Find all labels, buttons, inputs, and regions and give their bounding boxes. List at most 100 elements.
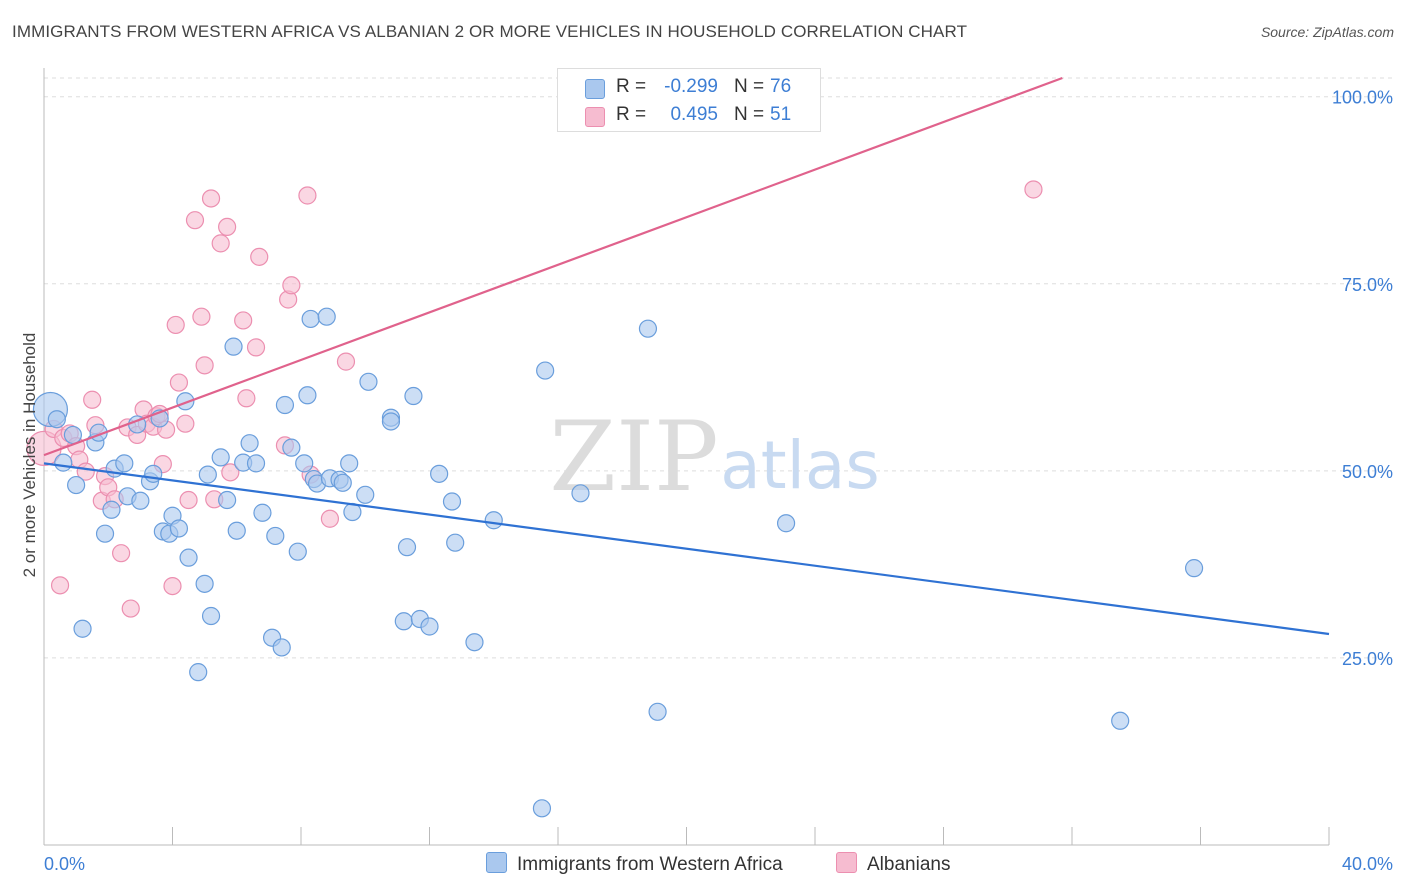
western-africa-point: [198, 465, 217, 484]
western-africa-point: [144, 464, 163, 483]
western-africa-point: [571, 484, 590, 503]
legend-swatch-pink: [585, 107, 605, 127]
legend-swatch-blue: [585, 79, 605, 99]
albanians-point: [336, 352, 356, 371]
western-africa-point: [253, 503, 272, 522]
y-axis-label: 2 or more Vehicles in Household: [20, 332, 39, 578]
albanians-point: [221, 463, 240, 482]
western-africa-point: [776, 514, 796, 533]
western-africa-point: [356, 485, 375, 504]
albanians-point: [50, 576, 70, 595]
western-africa-point: [298, 386, 317, 405]
legend-r-value: -0.299: [664, 76, 718, 97]
albanians-trend-line: [43, 76, 1063, 457]
albanians-point: [192, 307, 211, 326]
western-africa-point: [1111, 711, 1130, 730]
legend-label: Albanians: [867, 854, 951, 875]
western-africa-point: [227, 521, 246, 540]
albanians-point: [185, 211, 205, 230]
albanians-point: [211, 234, 230, 253]
western-africa-point: [131, 491, 150, 510]
legend-item-albanians[interactable]: Albanians: [836, 852, 950, 876]
western-africa-point: [218, 490, 237, 510]
legend-r-label: R =: [616, 76, 647, 97]
albanians-point: [1024, 180, 1043, 199]
western-africa-point: [446, 533, 465, 552]
western-africa-point: [63, 425, 83, 445]
y-tick-label: 100.0%: [1332, 88, 1393, 108]
legend-row-western-africa: R = -0.299 N = 76: [558, 73, 818, 101]
western-africa-point: [169, 519, 189, 538]
western-africa-point: [404, 386, 423, 406]
western-africa-point: [224, 337, 243, 356]
western-africa-point: [272, 638, 291, 657]
source-label: Source: ZipAtlas.com: [1260, 24, 1394, 40]
legend-n-label: N =: [734, 76, 765, 97]
albanians-point: [169, 373, 189, 392]
western-africa-point: [95, 524, 115, 543]
x-tick-label: 40.0%: [1342, 854, 1393, 874]
legend-n-label: N =: [734, 104, 765, 125]
western-africa-point: [484, 511, 503, 530]
western-africa-point: [201, 606, 221, 626]
y-tick-label: 25.0%: [1342, 649, 1393, 669]
albanians-point: [246, 338, 266, 357]
western-africa-point: [295, 454, 314, 473]
western-africa-point: [189, 663, 208, 682]
western-africa-point: [430, 464, 449, 483]
western-africa-point: [282, 438, 301, 457]
y-tick-label: 50.0%: [1342, 462, 1393, 482]
western-africa-point: [381, 412, 401, 431]
legend-n-value: 76: [770, 76, 792, 97]
legend-swatch-pink: [836, 852, 857, 873]
chart-title: IMMIGRANTS FROM WESTERN AFRICA VS ALBANI…: [12, 22, 968, 41]
x-tick-labels: 0.0% 40.0%: [44, 854, 1393, 874]
legend-r-label: R =: [616, 104, 647, 125]
data-points: [26, 180, 1204, 818]
western-africa-point: [317, 307, 336, 326]
legend-row-albanians: R = 0.495 N = 51: [558, 101, 818, 129]
western-africa-point: [442, 492, 462, 511]
western-africa-point: [420, 617, 439, 636]
albanians-point: [121, 599, 140, 618]
western-africa-point: [1184, 559, 1204, 578]
western-africa-trend-line: [43, 462, 1330, 636]
albanians-point: [176, 414, 195, 433]
albanians-point: [163, 576, 182, 596]
albanians-point: [250, 247, 269, 266]
legend-label: Immigrants from Western Africa: [517, 854, 783, 875]
watermark-atlas: atlas: [720, 427, 880, 504]
western-africa-point: [266, 526, 285, 546]
trend-lines: [43, 76, 1330, 636]
y-tick-labels: 25.0% 50.0% 75.0% 100.0%: [1332, 88, 1393, 669]
correlation-legend: R = -0.299 N = 76 R = 0.495 N = 51: [557, 68, 821, 132]
albanians-point: [111, 544, 131, 563]
western-africa-point: [275, 395, 295, 415]
western-africa-point: [340, 454, 359, 473]
albanians-point: [166, 315, 185, 335]
western-africa-point: [359, 372, 378, 391]
albanians-point: [237, 389, 256, 408]
legend-swatch-blue: [486, 852, 507, 873]
western-africa-point: [648, 702, 667, 721]
western-africa-point: [397, 538, 417, 557]
western-africa-point: [67, 475, 86, 495]
western-africa-point: [532, 799, 552, 818]
albanians-point: [195, 356, 214, 375]
watermark: ZIP atlas: [549, 401, 879, 513]
western-africa-point: [102, 500, 121, 519]
albanians-point: [83, 390, 102, 409]
western-africa-point: [301, 309, 320, 329]
western-africa-point: [115, 454, 134, 473]
legend-item-western-africa[interactable]: Immigrants from Western Africa: [486, 852, 783, 876]
western-africa-point: [465, 633, 484, 652]
western-africa-point: [211, 448, 230, 467]
albanians-point: [201, 189, 221, 208]
western-africa-point: [288, 542, 307, 561]
western-africa-point: [638, 319, 658, 338]
western-africa-point: [536, 361, 555, 380]
western-africa-point: [179, 548, 198, 567]
y-tick-label: 75.0%: [1342, 275, 1393, 295]
western-africa-point: [240, 434, 259, 453]
